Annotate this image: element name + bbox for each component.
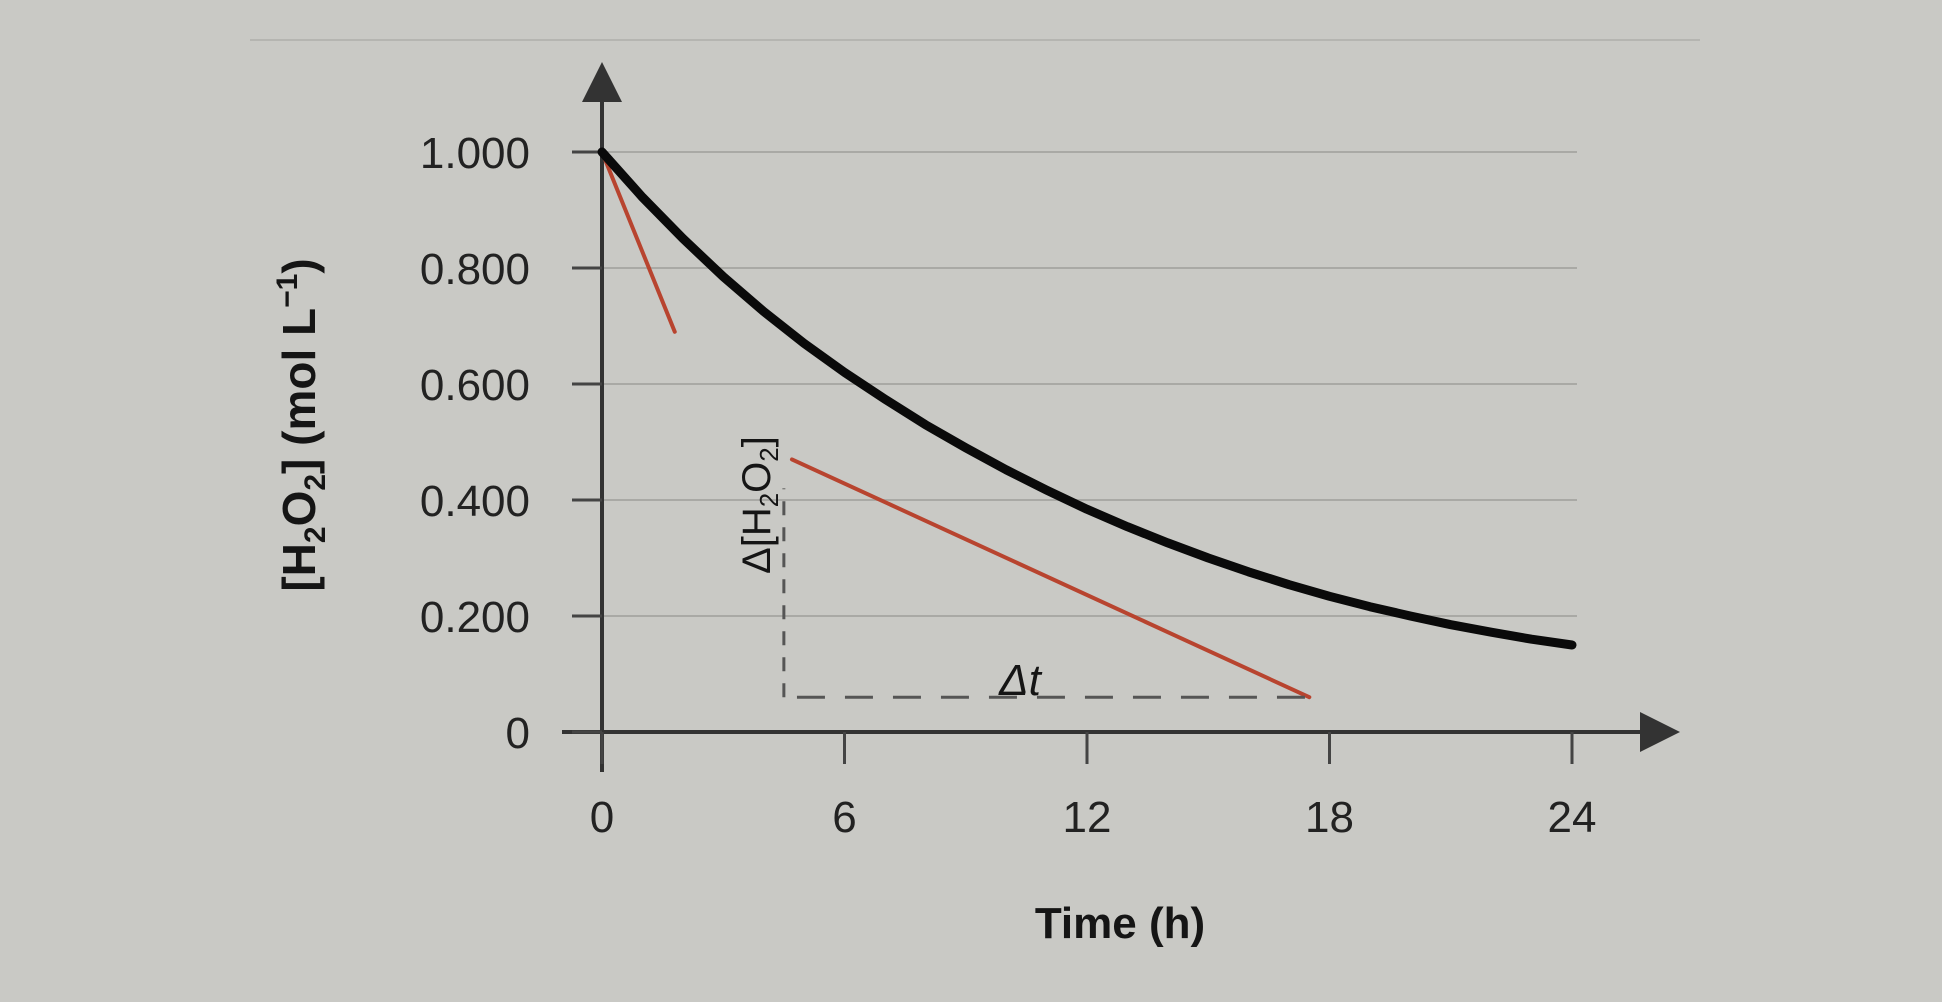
series-line-0 <box>597 147 1577 650</box>
grid <box>602 151 1577 617</box>
y-axis-label: [H2O2] (mol L−1) <box>271 258 332 591</box>
tick-labels: 0 0.200 0.400 0.600 0.800 1.000 0 6 12 18 24 <box>420 129 1597 842</box>
y-tick-label-2: 0.400 <box>420 477 530 526</box>
y-tick-label-1: 0.200 <box>420 593 530 642</box>
x-tick-label-4: 24 <box>1548 793 1597 842</box>
x-tick-label-3: 18 <box>1305 793 1354 842</box>
delta-t-label: Δt <box>998 656 1043 705</box>
series <box>597 147 1577 700</box>
y-tick-label-3: 0.600 <box>420 361 530 410</box>
tangent-line-1 <box>789 457 1312 700</box>
delta-concentration-label: Δ[H2O2] <box>735 436 784 574</box>
tangent-line-0 <box>600 150 677 334</box>
x-tick-label-1: 6 <box>832 793 856 842</box>
y-tick-label-0: 0 <box>506 709 530 758</box>
y-tick-label-5: 1.000 <box>420 129 530 178</box>
annotations <box>782 488 1310 699</box>
x-tick-label-0: 0 <box>590 793 614 842</box>
x-axis-label: Time (h) <box>1035 899 1205 948</box>
y-tick-label-4: 0.800 <box>420 245 530 294</box>
axes <box>562 62 1680 772</box>
x-tick-label-2: 12 <box>1063 793 1112 842</box>
